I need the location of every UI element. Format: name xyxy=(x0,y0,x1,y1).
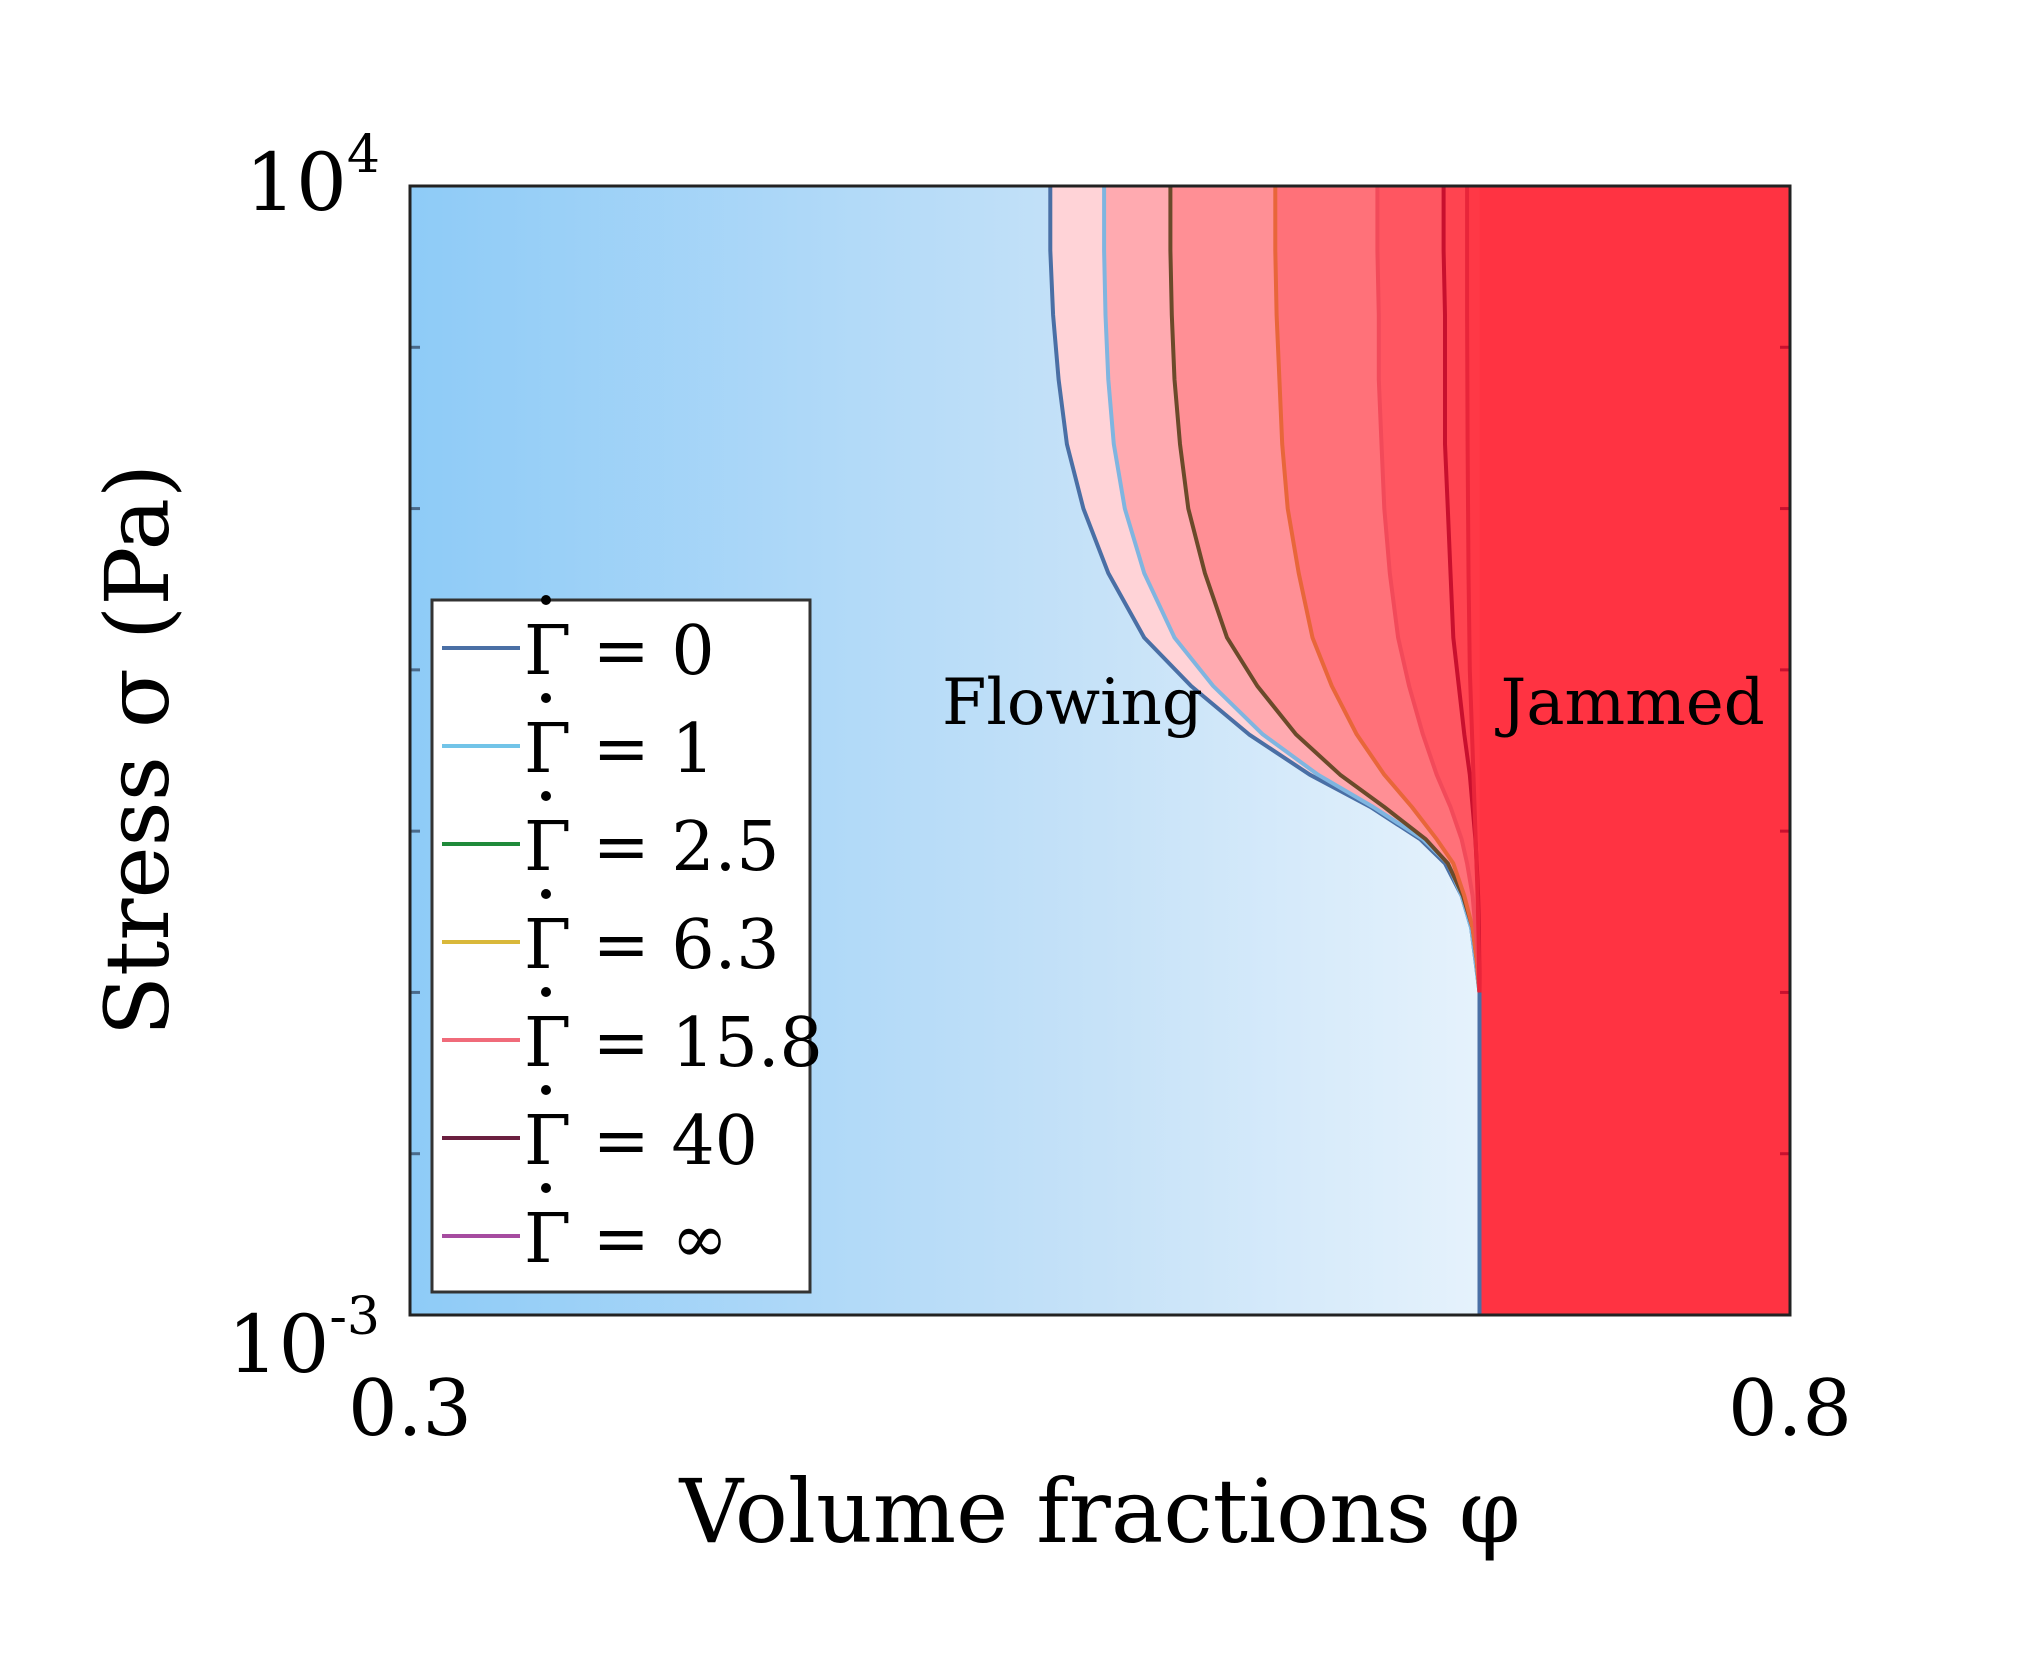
legend-dot-5 xyxy=(541,1085,551,1095)
region-fills xyxy=(1050,186,1480,993)
jammed-region-group xyxy=(1479,186,1790,1315)
series-line-3 xyxy=(1273,186,1482,993)
y-tick-min-base: 10 xyxy=(228,1298,330,1391)
y-tick-max-exp: 4 xyxy=(347,125,380,185)
legend-entry-2: Γ = 2.5 xyxy=(524,791,780,887)
legend-label-5: Γ = 40 xyxy=(524,1102,758,1181)
legend-dot-1 xyxy=(541,693,551,703)
jammed-label: Jammed xyxy=(1495,666,1765,740)
band-fill-5 xyxy=(1443,186,1480,993)
y-axis-title: Stress σ (Pa) xyxy=(86,464,189,1037)
band-fill-2 xyxy=(1170,186,1480,993)
legend-dot-4 xyxy=(541,987,551,997)
legend-label-3: Γ = 6.3 xyxy=(524,906,780,985)
band-fill-3 xyxy=(1275,186,1480,993)
band-fill-1 xyxy=(1104,186,1480,993)
plot-frame xyxy=(408,184,1792,1317)
y-tick-min-exp: -3 xyxy=(329,1287,380,1347)
legend: Γ = 0 Γ = 1 Γ = 2.5 Γ = 6.3 Γ = 15.8 Γ = 40 Γ … xyxy=(430,595,823,1294)
jammed-region xyxy=(1479,186,1790,1315)
legend-label-4: Γ = 15.8 xyxy=(524,1004,823,1083)
band-fill-4 xyxy=(1377,186,1480,993)
legend-label-1: Γ = 1 xyxy=(524,710,715,789)
legend-entry-3: Γ = 6.3 xyxy=(524,889,780,985)
band-fill-6 xyxy=(1467,186,1480,993)
flowing-label: Flowing xyxy=(942,666,1203,740)
legend-entry-5: Γ = 40 xyxy=(524,1085,758,1181)
y-tick-max-base: 10 xyxy=(245,136,347,229)
y-tick-label-max: 104 xyxy=(245,125,380,229)
legend-dot-2 xyxy=(541,791,551,801)
legend-dot-3 xyxy=(541,889,551,899)
legend-box xyxy=(430,598,812,1294)
legend-entry-1: Γ = 1 xyxy=(524,693,715,789)
legend-dot-6 xyxy=(541,1183,551,1193)
x-tick-label-min: 0.3 xyxy=(348,1364,472,1454)
legend-entry-4: Γ = 15.8 xyxy=(524,987,823,1083)
series-lines xyxy=(1048,186,1482,1315)
legend-label-6: Γ = ∞ xyxy=(524,1200,728,1279)
x-tick-label-max: 0.8 xyxy=(1728,1364,1852,1454)
y-minor-ticks xyxy=(410,345,1790,1156)
x-axis-title: Volume fractions φ xyxy=(678,1460,1520,1563)
legend-label-0: Γ = 0 xyxy=(524,612,715,691)
legend-label-2: Γ = 2.5 xyxy=(524,808,780,887)
legend-entry-0: Γ = 0 xyxy=(524,595,715,691)
series-line-6 xyxy=(1465,186,1482,993)
legend-entry-6: Γ = ∞ xyxy=(524,1183,728,1279)
y-tick-label-min: 10-3 xyxy=(228,1287,380,1391)
series-line-4 xyxy=(1375,186,1482,993)
band-fill-0 xyxy=(1050,186,1480,993)
legend-dot-0 xyxy=(541,595,551,605)
